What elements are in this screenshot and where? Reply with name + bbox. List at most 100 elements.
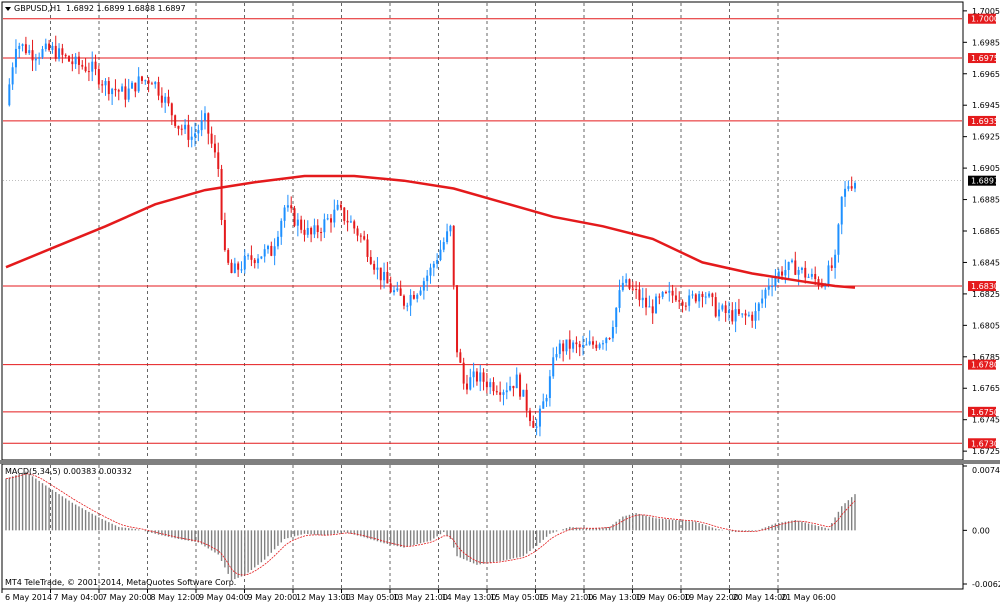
level-label: 1.7000 [971,15,999,24]
candle-body [376,267,379,270]
candle-body [794,260,797,275]
candle-body [465,383,468,390]
candle-body [525,389,528,411]
candle-body [532,420,535,428]
time-tick-label: 7 May 20:00 [102,593,152,602]
candle-body [134,82,137,92]
candle-body [28,50,31,54]
candle-body [207,113,210,134]
candle-body [611,326,614,339]
candle-body [233,263,236,274]
candle-body [422,281,425,291]
candle-body [429,267,432,276]
candle-body [512,385,515,389]
macd-axis: 0.00746 0.00 -0.00622 [963,465,1000,589]
candle-body [177,125,180,129]
candle-body [220,168,223,220]
candle-body [71,61,74,65]
candle-body [416,294,419,299]
candle-body [373,263,376,270]
panel-separator[interactable] [0,460,1000,464]
price-tick-label: 1.6825 [972,290,1000,299]
candle-body [724,305,727,314]
candle-body [243,256,246,270]
candle-body [150,83,153,85]
candle-body [854,183,856,189]
candle-body [698,293,701,302]
candle-body [247,255,250,257]
candle-body [708,293,711,297]
candle-body [618,290,621,308]
candle-body [575,342,578,345]
level-label: 1.6780 [971,361,999,370]
candle-body [396,288,399,291]
candle-body [97,69,100,85]
candle-body [276,236,279,247]
candle-body [475,371,478,382]
candle-body [774,278,777,287]
candle-body [850,186,853,189]
candle-body [402,295,405,306]
candle-body [784,269,787,276]
candle-body [107,81,110,95]
candle-body [306,228,309,235]
candle-body [731,310,734,322]
level-label: 1.6750 [971,408,999,417]
price-tick-label: 1.7005 [972,7,1000,16]
candle-body [316,225,319,233]
candle-body [157,82,160,96]
level-tag [968,53,996,64]
candle-body [827,265,830,286]
candle-body [625,279,628,283]
candle-body [578,344,581,348]
candle-body [44,43,47,50]
candle-body [131,82,134,89]
candle-body [671,290,674,296]
candle-body [664,292,667,294]
candle-body [764,289,767,299]
candle-body [834,254,837,268]
candle-body [684,305,687,307]
chart-menu-triangle-icon[interactable] [5,7,11,11]
candle-body [353,221,356,229]
candle-body [817,279,820,286]
candle-body [658,296,661,298]
candle-body [638,289,641,301]
candle-body [439,249,442,261]
candle-body [94,61,97,70]
candle-body [528,410,531,421]
candle-body [21,44,24,46]
candle-body [41,49,44,58]
candle-body [283,207,286,221]
time-tick-label: 19 May 06:00 [636,593,691,602]
candle-body [538,408,541,427]
candle-body [472,371,475,378]
candle-body [489,382,492,388]
candle-body [814,273,817,280]
macd-label: MACD(5,34,5) 0.00383 0.00332 [5,467,132,476]
candle-body [164,96,167,103]
candle-body [64,54,67,57]
candle-body [194,133,197,137]
candle-body [721,305,724,310]
candle-body [714,297,717,317]
level-tag [968,438,996,449]
candle-body [621,282,624,291]
candle-body [270,245,273,256]
candle-body [346,220,349,223]
candle-body [147,80,150,84]
candle-body [485,381,488,388]
macd-histogram [5,471,856,581]
candle-body [502,392,505,395]
candle-body [300,219,303,230]
symbol-label: GBPUSD,H1 [14,4,61,13]
candle-body [449,225,452,232]
candle-body [330,218,333,223]
level-label: 1.6830 [971,282,999,291]
candle-body [366,239,369,257]
candle-body [545,397,548,402]
candle-body [121,86,124,92]
candle-body [253,259,256,264]
